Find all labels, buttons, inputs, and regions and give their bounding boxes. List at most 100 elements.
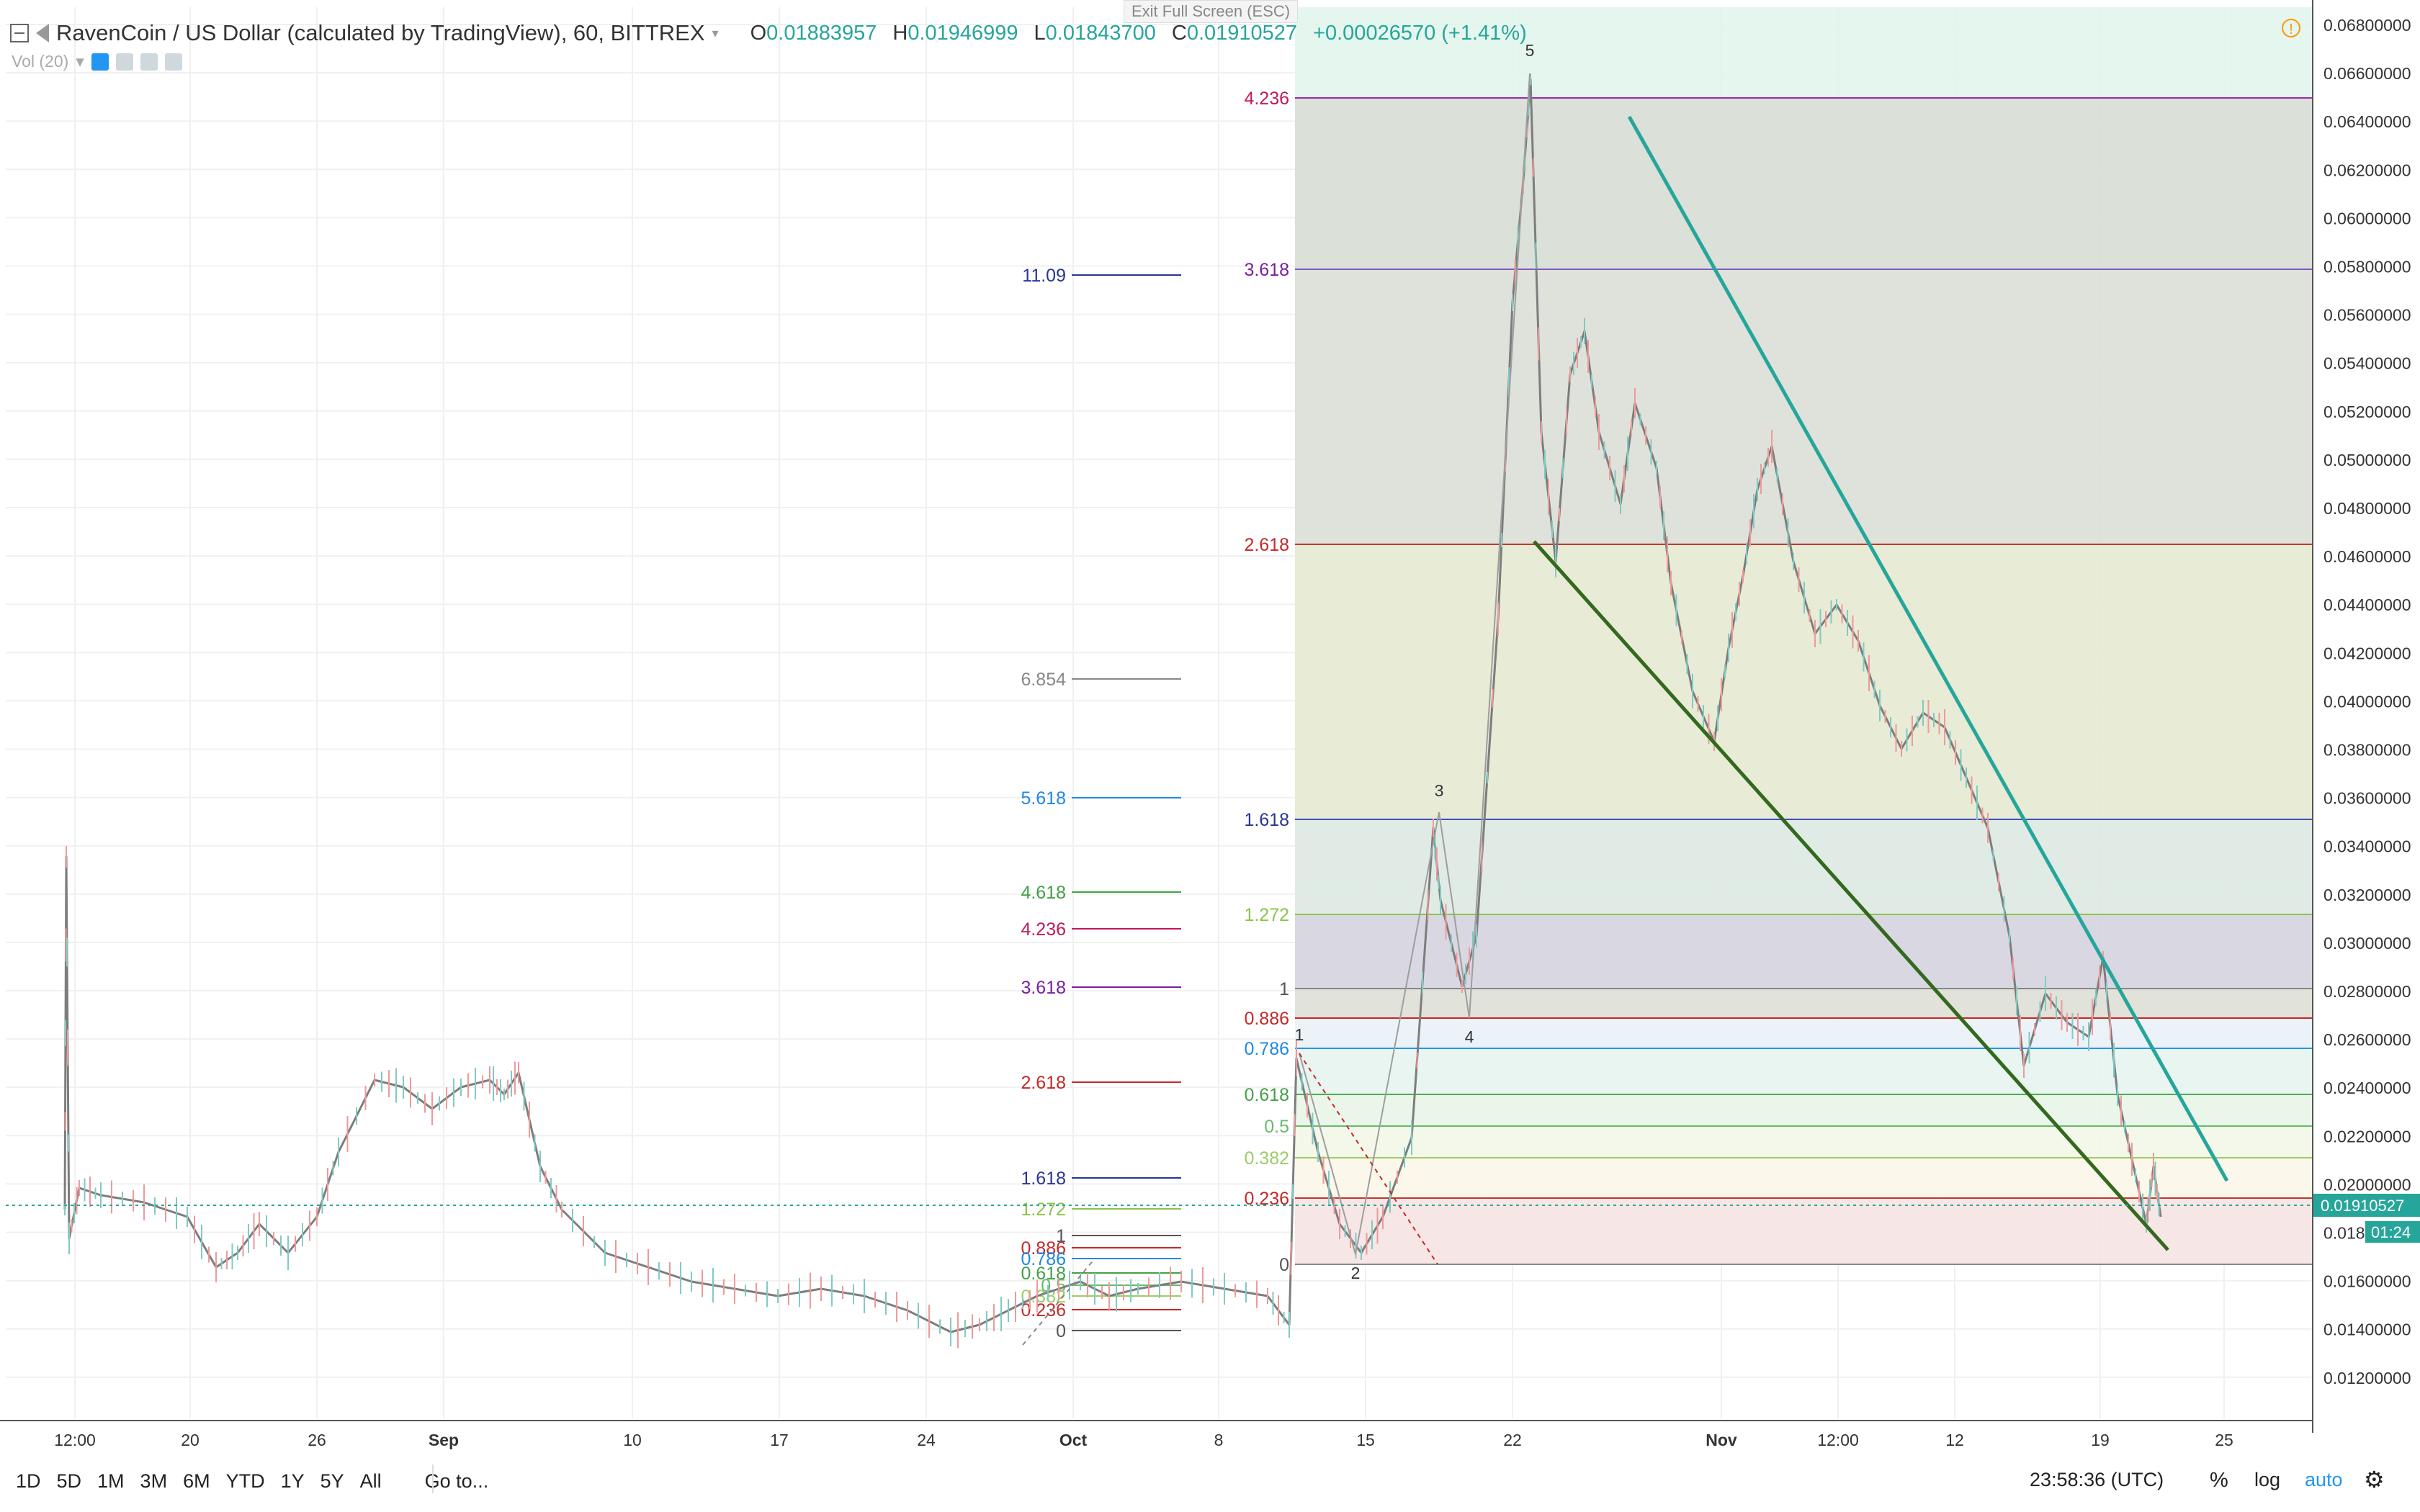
current-price-text: 0.01910527 [2321,1197,2404,1215]
ohlc-values: O0.01883957 H0.01946999 L0.01843700 C0.0… [750,22,1527,45]
price-tick-label: 0.01600000 [2323,1272,2411,1291]
price-tick-label: 0.04000000 [2323,692,2411,711]
price-tick-label: 0.03800000 [2323,741,2411,760]
time-tick-label: 25 [2215,1431,2233,1449]
timeframe-3m[interactable]: 3M [140,1470,168,1492]
close-value: 0.01910527 [1186,21,1298,45]
fib-zone [1295,269,2312,544]
legend-header: RavenCoin / US Dollar (calculated by Tra… [10,19,1527,48]
price-tick-label: 0.02400000 [2323,1079,2411,1097]
fib-right-label: 0 [1279,1255,1289,1275]
eye-icon[interactable] [91,53,109,71]
time-tick-label: 26 [308,1431,326,1449]
price-tick-label: 0.05600000 [2323,306,2411,325]
auto-scale-toggle[interactable]: auto [2305,1469,2343,1490]
time-tick-label: 20 [181,1431,200,1449]
price-tick-label: 0.02600000 [2323,1030,2411,1049]
price-axis[interactable] [2312,0,2420,1433]
price-tick-label: 0.01200000 [2323,1369,2411,1387]
time-tick-label: 24 [917,1431,936,1449]
goto-button[interactable]: Go to... [424,1470,489,1492]
fib-left-label: 1.618 [1021,1169,1066,1189]
price-tick-label: 0.06200000 [2323,161,2411,179]
gear-icon[interactable]: ⚙ [2364,1467,2385,1493]
close-icon[interactable] [164,53,182,71]
fib-left-label: 3.618 [1021,978,1066,998]
price-tick-label: 0.02000000 [2323,1175,2411,1194]
fib-zone [1295,989,2312,1018]
time-tick-label: 17 [770,1431,789,1449]
fib-anchor-line [1299,1053,1438,1265]
percent-toggle[interactable]: % [2210,1469,2228,1492]
collapse-icon[interactable] [10,24,29,42]
time-tick-label: 19 [2091,1431,2110,1449]
price-tick-label: 0.01400000 [2323,1320,2411,1339]
volume-legend: Vol (20) ▾ [12,52,182,71]
timeframe-1m[interactable]: 1M [97,1470,125,1492]
time-tick-label: 15 [1356,1431,1375,1449]
close-label: C [1171,21,1187,45]
time-tick-label: Nov [1706,1431,1737,1449]
low-value: 0.01843700 [1045,21,1156,45]
price-tick-label: 0.06600000 [2323,64,2411,83]
price-tick-label: 0.06800000 [2323,16,2411,35]
fib-left-label: 2.618 [1021,1073,1066,1093]
fib-right-label: 1.618 [1244,810,1289,830]
fib-left-label: 5.618 [1021,788,1066,809]
price-tick-label: 0.02800000 [2323,982,2411,1001]
timeframe-ytd[interactable]: YTD [225,1470,265,1492]
fib-zone [1295,1158,2312,1198]
wave-label: 1 [1295,1025,1304,1044]
time-tick-label: 12:00 [54,1431,96,1449]
log-toggle[interactable]: log [2254,1469,2281,1490]
fib-left-label: 1 [1056,1226,1066,1246]
current-price-tag [2313,1194,2420,1217]
fib-right-label: 0.5 [1264,1117,1289,1137]
timeframe-all[interactable]: All [359,1470,382,1492]
fib-left-label: 4.618 [1021,883,1066,903]
exit-fullscreen-hint: Exit Full Screen (ESC) [1124,0,1299,23]
collapse-arrow-icon[interactable] [36,24,49,42]
symbol-title[interactable]: RavenCoin / US Dollar (calculated by Tra… [56,20,705,45]
countdown-text: 01:24 [2371,1223,2411,1241]
fib-right-label: 0.786 [1244,1039,1289,1059]
price-tick-label: 0.02200000 [2323,1127,2411,1146]
fib-right-label: 4.236 [1244,89,1289,109]
high-value: 0.01946999 [908,21,1018,45]
channel-lower-line [1533,540,2169,1251]
price-tick-label: 0.04600000 [2323,547,2411,566]
fib-right-label: 0.382 [1244,1148,1289,1169]
price-tick-label: 0.03000000 [2323,934,2411,953]
price-tick-label: 0.04400000 [2323,595,2411,614]
channel-upper-line [1627,115,2229,1182]
settings-icon[interactable] [115,53,133,71]
fib-left-label: 0.236 [1021,1300,1066,1320]
timeframe-5y[interactable]: 5Y [320,1470,344,1492]
price-tick-label: 0.05000000 [2323,451,2411,469]
fib-right-label: 0.886 [1244,1009,1289,1029]
fib-left-label: 0 [1056,1321,1066,1341]
chevron-down-icon[interactable]: ▾ [76,52,84,71]
open-value: 0.01883957 [766,21,877,45]
timeframe-6m[interactable]: 6M [183,1470,210,1492]
time-tick-label: 12 [1945,1431,1964,1449]
toolbar-divider [432,1464,434,1493]
volume-indicator-label[interactable]: Vol (20) [12,52,69,71]
time-tick-label: 8 [1214,1431,1224,1449]
chevron-down-icon[interactable]: ▾ [712,25,719,40]
timeframe-1y[interactable]: 1Y [280,1470,305,1492]
timeframe-5d[interactable]: 5D [56,1470,82,1492]
fib-right-label: 3.618 [1244,260,1289,280]
fib-left-label: 4.236 [1021,919,1066,940]
timeframe-1d[interactable]: 1D [16,1470,41,1492]
fib-left-label: 6.854 [1021,670,1066,690]
fib-zone [1295,1048,2312,1094]
time-tick-label: 10 [623,1431,642,1449]
fib-zone [1295,7,2312,98]
warning-icon[interactable]: ! [2282,19,2300,37]
price-tick-label: 0.04200000 [2323,644,2411,662]
plus-icon[interactable] [140,53,158,71]
fib-zone [1295,1094,2312,1126]
